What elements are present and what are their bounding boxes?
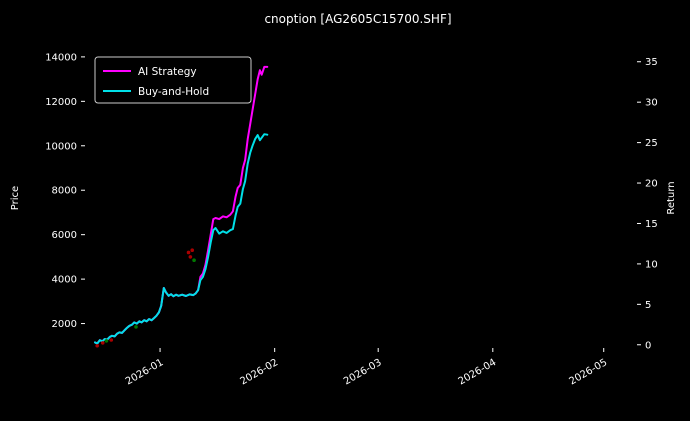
trade-marker-dot [104,339,109,343]
trade-marker-dot [192,258,196,263]
trade-marker-dot [188,255,193,259]
legend: AI Strategy Buy-and-Hold [94,56,252,104]
y2-tick-label: 35 [645,57,658,68]
legend-label: AI Strategy [138,66,197,78]
trade-marker-dot [134,325,138,329]
trade-marker-dot [190,248,195,253]
series-line-buy-and-hold [94,133,269,345]
trade-marker-dot [95,343,100,348]
legend-box [94,56,252,104]
chart-title: cnoption [AG2605C15700.SHF] [264,12,451,26]
y-tick-label: 12000 [45,97,77,108]
y2-tick-label: 25 [645,138,658,149]
y-tick-label: 8000 [52,186,77,197]
y2-tick-label: 5 [645,300,651,311]
y2-tick-label: 20 [645,179,658,190]
series-lines [94,65,269,345]
y-tick-label: 2000 [52,319,77,330]
y2-axis-label: Return [666,181,677,214]
y-tick-label: 6000 [52,230,77,241]
trade-marker-dot [109,338,114,342]
y2-tick-label: 10 [645,259,658,270]
y-tick-label: 10000 [45,141,77,152]
trade-marker-dot [100,341,105,345]
trade-marker-dot [186,250,191,255]
y-tick-label: 4000 [52,275,77,286]
y2-tick-label: 0 [645,340,651,351]
legend-label: Buy-and-Hold [138,86,209,98]
y2-tick-label: 30 [645,98,658,109]
trade-markers [95,248,196,348]
y2-tick-label: 15 [645,219,658,230]
y-axis-label: Price [10,186,21,210]
y-tick-label: 14000 [45,52,77,63]
